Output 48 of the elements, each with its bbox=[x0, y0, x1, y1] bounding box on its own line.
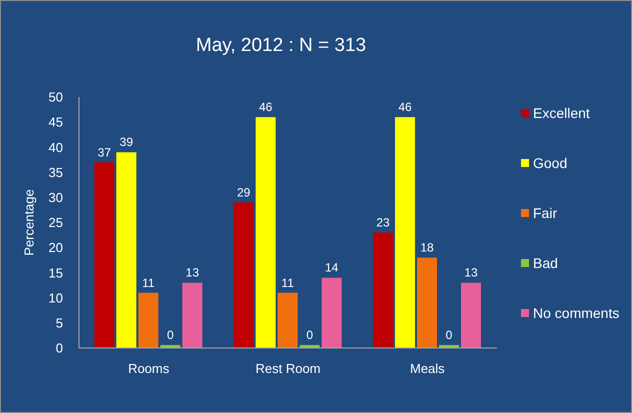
y-tick-label: 0 bbox=[56, 340, 63, 356]
x-tick-label: Meals bbox=[410, 361, 446, 376]
bar bbox=[234, 202, 254, 348]
data-label: 11 bbox=[142, 276, 155, 290]
data-label: 29 bbox=[236, 185, 251, 200]
y-tick-label: 15 bbox=[48, 265, 63, 280]
y-tick-label: 10 bbox=[48, 290, 63, 306]
legend-label: No comments bbox=[533, 304, 620, 320]
data-label: 0 bbox=[446, 328, 453, 342]
data-label: 46 bbox=[398, 100, 412, 114]
bar bbox=[372, 232, 393, 348]
data-label: 13 bbox=[464, 266, 478, 280]
y-tick-label: 35 bbox=[48, 164, 63, 180]
y-tick-label: 20 bbox=[48, 240, 63, 256]
bar bbox=[278, 292, 298, 348]
chart-title: May, 2012 : N = 313 bbox=[194, 35, 368, 57]
data-label: 46 bbox=[258, 100, 273, 114]
x-tick-label: Rest Room bbox=[255, 361, 321, 376]
data-label: 23 bbox=[376, 216, 390, 230]
legend-label: Fair bbox=[533, 204, 558, 220]
y-tick-label: 25 bbox=[48, 215, 63, 230]
legend-label: Bad bbox=[533, 254, 558, 270]
bar bbox=[138, 292, 158, 348]
bar bbox=[182, 282, 202, 348]
y-tick-label: 40 bbox=[48, 140, 63, 155]
legend-label: Good bbox=[533, 154, 568, 170]
bar bbox=[256, 117, 276, 348]
y-tick-label: 50 bbox=[48, 90, 63, 105]
data-label: 13 bbox=[186, 266, 200, 280]
x-tick-label: Rooms bbox=[128, 361, 170, 376]
legend-label: Excellent bbox=[533, 104, 590, 120]
y-axis-title: Percentage bbox=[22, 189, 37, 256]
bar bbox=[416, 258, 437, 348]
data-label: 0 bbox=[306, 328, 314, 342]
data-label: 0 bbox=[166, 328, 174, 342]
bar bbox=[94, 162, 114, 348]
data-label: 39 bbox=[120, 135, 134, 150]
data-label: 11 bbox=[281, 276, 294, 290]
y-tick-label: 30 bbox=[48, 190, 63, 206]
y-tick-label: 5 bbox=[56, 316, 63, 331]
data-label: 18 bbox=[420, 240, 434, 255]
data-label: 37 bbox=[98, 145, 112, 160]
data-label: 14 bbox=[324, 260, 339, 275]
bar bbox=[322, 278, 342, 348]
bar bbox=[116, 152, 136, 348]
bar bbox=[460, 282, 481, 348]
bar bbox=[394, 117, 415, 348]
y-tick-label: 45 bbox=[48, 114, 63, 130]
